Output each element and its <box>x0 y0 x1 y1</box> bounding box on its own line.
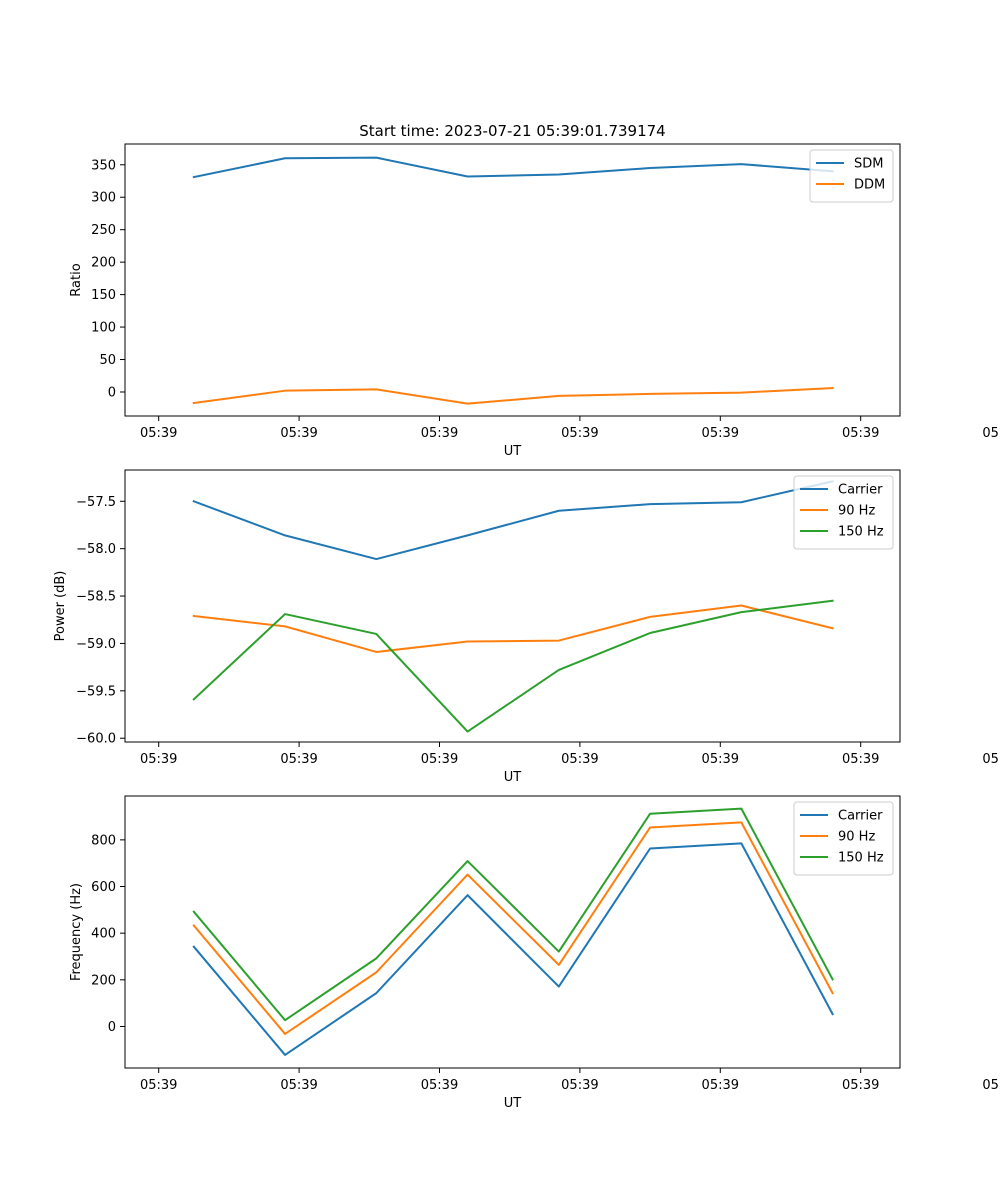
power-panel: 05:39 05:39 05:39 05:39 05:39 05:39 05:40 −60.0… <box>53 469 1000 785</box>
frequency-x-tick-label: 05:39 <box>842 1078 879 1093</box>
frequency-x-axis-label: UT <box>504 1096 522 1111</box>
frequency-legend: Carrier 90 Hz 150 Hz <box>793 801 894 876</box>
frequency-series-line-150-hz <box>192 807 834 1022</box>
ratio-axes-frame <box>124 143 901 417</box>
frequency-y-tick-label: 200 <box>91 973 116 988</box>
ratio-y-axis-label: Ratio <box>69 263 84 296</box>
frequency-axes-frame <box>124 795 901 1069</box>
power-x-tick-label: 05:39 <box>561 752 598 767</box>
ratio-x-tick-label: 05:39 <box>421 426 458 441</box>
ratio-x-axis-label: UT <box>504 444 522 459</box>
frequency-x-tick-label: 05:39 <box>280 1078 317 1093</box>
power-y-tick-label: −57.5 <box>76 495 116 510</box>
frequency-x-tick-label: 05:40 <box>982 1078 1000 1093</box>
ratio-y-tick-label: 50 <box>99 353 116 368</box>
frequency-x-tick-label: 05:39 <box>561 1078 598 1093</box>
power-series-line-150-hz <box>192 599 834 733</box>
ratio-legend: SDM DDM <box>809 149 894 203</box>
power-y-tick-label: −59.0 <box>76 637 116 652</box>
frequency-x-tick-label: 05:39 <box>421 1078 458 1093</box>
frequency-series-line-carrier <box>192 842 834 1056</box>
ratio-x-tick-label: 05:40 <box>982 426 1000 441</box>
power-series-line-90-hz <box>192 604 834 653</box>
frequency-y-tick-label: 600 <box>91 880 116 895</box>
frequency-y-tick-label: 0 <box>108 1020 116 1035</box>
figure-title: Start time: 2023-07-21 05:39:01.739174 <box>359 122 665 140</box>
power-x-tick-label: 05:39 <box>702 752 739 767</box>
ratio-x-tick-label: 05:39 <box>702 426 739 441</box>
ratio-y-tick-label: 350 <box>91 158 116 173</box>
ratio-series-line-sdm <box>192 156 834 179</box>
ratio-legend-label-ddm: DDM <box>854 178 885 193</box>
frequency-series-line-90-hz <box>192 821 834 1035</box>
ratio-y-tick-label: 300 <box>91 191 116 206</box>
power-y-axis-label: Power (dB) <box>53 571 68 642</box>
power-legend-label-carrier: Carrier <box>838 483 883 498</box>
frequency-panel: 05:39 05:39 05:39 05:39 05:39 05:39 05:40 0 200 4… <box>69 795 1000 1111</box>
ratio-y-tick-label: 250 <box>91 223 116 238</box>
ratio-x-tick-label: 05:39 <box>561 426 598 441</box>
power-legend-label-150-hz: 150 Hz <box>838 525 884 540</box>
power-x-tick-label: 05:39 <box>280 752 317 767</box>
power-legend: Carrier 90 Hz 150 Hz <box>793 475 894 550</box>
frequency-legend-label-carrier: Carrier <box>838 809 883 824</box>
power-y-tick-label: −58.5 <box>76 590 116 605</box>
frequency-y-axis-label: Frequency (Hz) <box>69 883 84 981</box>
power-x-tick-label: 05:40 <box>982 752 1000 767</box>
power-axes-frame <box>124 469 901 743</box>
power-y-tick-label: −58.0 <box>76 542 116 557</box>
ratio-x-tick-label: 05:39 <box>842 426 879 441</box>
power-x-tick-label: 05:39 <box>140 752 177 767</box>
frequency-x-tick-label: 05:39 <box>140 1078 177 1093</box>
frequency-x-tick-label: 05:39 <box>702 1078 739 1093</box>
ratio-series-line-ddm <box>192 387 834 405</box>
power-x-tick-label: 05:39 <box>842 752 879 767</box>
power-legend-label-90-hz: 90 Hz <box>838 504 875 519</box>
ratio-x-tick-label: 05:39 <box>280 426 317 441</box>
frequency-legend-label-150-hz: 150 Hz <box>838 851 884 866</box>
power-x-tick-label: 05:39 <box>421 752 458 767</box>
ratio-y-tick-label: 0 <box>108 385 116 400</box>
power-y-tick-label: −59.5 <box>76 684 116 699</box>
ratio-y-tick-label: 150 <box>91 288 116 303</box>
frequency-y-tick-label: 400 <box>91 927 116 942</box>
frequency-legend-label-90-hz: 90 Hz <box>838 830 875 845</box>
ratio-y-tick-label: 200 <box>91 256 116 271</box>
ratio-x-tick-label: 05:39 <box>140 426 177 441</box>
power-series-line-carrier <box>192 480 834 561</box>
power-y-tick-label: −60.0 <box>76 732 116 747</box>
ratio-y-tick-label: 100 <box>91 321 116 336</box>
ratio-panel: 05:39 05:39 05:39 05:39 05:39 05:39 05:40 0 50 10… <box>69 143 1000 459</box>
frequency-y-tick-label: 800 <box>91 833 116 848</box>
ratio-legend-label-sdm: SDM <box>854 157 883 172</box>
power-x-axis-label: UT <box>504 770 522 785</box>
